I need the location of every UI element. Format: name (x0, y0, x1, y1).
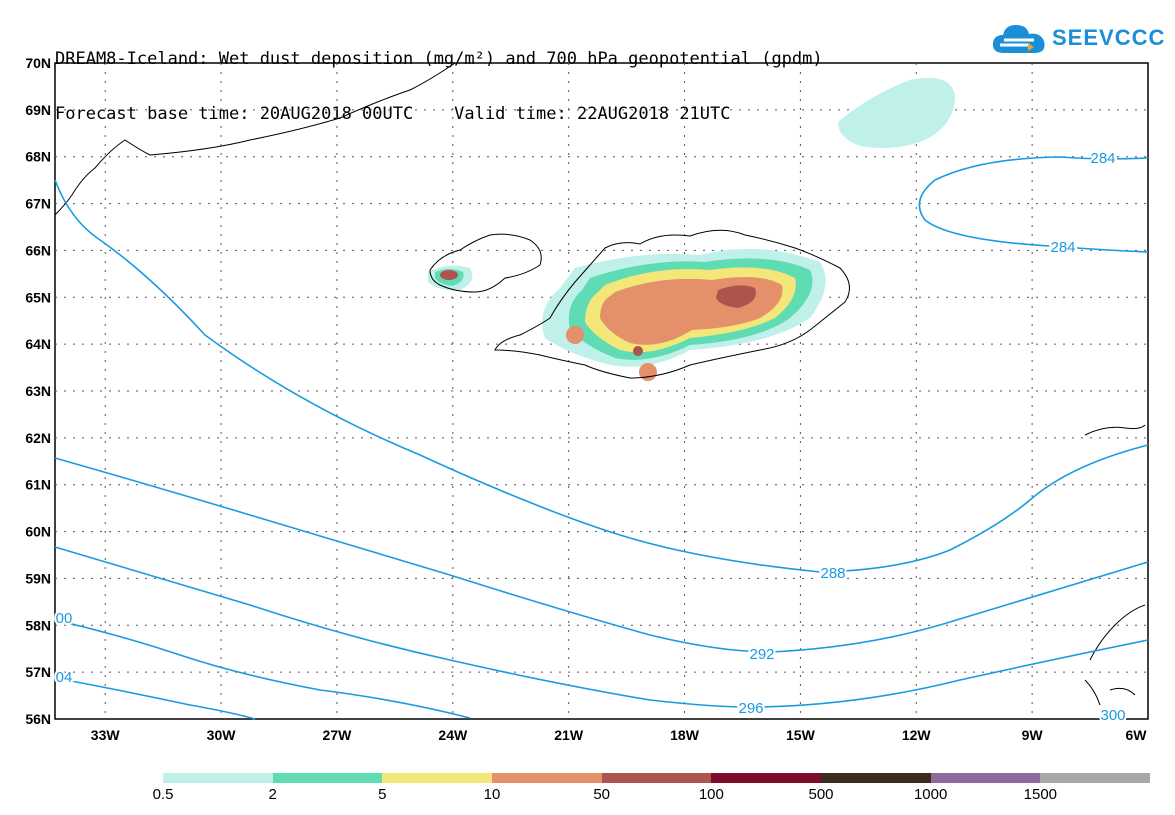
legend-swatch (711, 773, 822, 783)
lon-tick-label: 15W (786, 727, 816, 743)
contour-288 (54, 457, 1149, 653)
legend-swatch (821, 773, 931, 783)
contour-label: 04 (56, 669, 73, 686)
logo-text: SEEVCCC (1052, 25, 1166, 50)
contour-292 (54, 546, 1149, 708)
dust-north-patch (838, 77, 955, 148)
map-plot: 70N 69N 68N 67N 66N 65N 64N 63N 62N 61N 60N 59N 58N 5… (25, 55, 1149, 743)
legend-labels: 0.5 2 5 10 50 100 500 1000 1500 (0, 786, 1175, 806)
scotland-coast (1084, 604, 1146, 706)
lat-tick-label: 60N (25, 524, 51, 540)
legend-swatch (1040, 773, 1151, 783)
contour-label: 288 (820, 565, 845, 582)
contour-296 (54, 619, 471, 719)
color-legend (163, 773, 1151, 783)
legend-label: 1000 (913, 786, 948, 803)
lon-tick-label: 12W (902, 727, 932, 743)
lon-tick-label: 27W (323, 727, 353, 743)
lat-tick-label: 63N (25, 383, 51, 399)
legend-label: 10 (483, 786, 501, 803)
legend-label: 0.5 (152, 786, 174, 803)
legend-label: 2 (268, 786, 277, 803)
lat-tick-label: 62N (25, 430, 51, 446)
cloud-icon (992, 25, 1045, 53)
legend-label: 1500 (1023, 786, 1058, 803)
lon-tick-label: 30W (207, 727, 237, 743)
dust-spot-orange (639, 363, 657, 381)
lon-tick-label: 24W (438, 727, 468, 743)
dust-deposition-field (428, 77, 955, 381)
lon-tick-label: 33W (91, 727, 121, 743)
lat-tick-label: 64N (25, 336, 51, 352)
lon-tick-label: 21W (554, 727, 584, 743)
title-line-2: Forecast base time: 20AUG2018 00UTC Vali… (55, 104, 731, 124)
faroe-coast (1084, 424, 1146, 436)
contour-300 (54, 677, 256, 720)
lat-tick-label: 61N (25, 477, 51, 493)
dust-spot (633, 346, 643, 356)
dust-west-core (440, 270, 458, 280)
geopotential-contours (54, 156, 1149, 720)
coastlines (54, 62, 1146, 706)
legend-swatch (492, 773, 602, 783)
iceland-coast (494, 229, 850, 379)
contour-label: 284 (1090, 150, 1115, 167)
lon-tick-label: 9W (1022, 727, 1044, 743)
dust-spot-green (566, 326, 584, 344)
legend-swatch (163, 773, 273, 783)
legend-label: 50 (593, 786, 610, 803)
legend-label: 100 (698, 786, 724, 803)
contour-label: 292 (749, 646, 774, 663)
contour-label: 284 (1050, 239, 1075, 256)
iceland-westfjords (429, 233, 542, 293)
lon-tick-label: 6W (1126, 727, 1148, 743)
gridlines (55, 63, 1148, 719)
contour-label: 300 (1100, 707, 1125, 724)
lat-tick-label: 57N (25, 664, 51, 680)
contour-labels: 284 284 288 292 296 300 00 04 (54, 148, 1128, 726)
lat-tick-label: 68N (25, 149, 51, 165)
lat-tick-label: 59N (25, 570, 51, 586)
legend-label: 500 (808, 786, 834, 803)
legend-swatch (272, 773, 383, 783)
legend-swatch (930, 773, 1041, 783)
longitude-labels: 33W 30W 27W 24W 21W 18W 15W 12W 9W 6W (91, 727, 1147, 743)
lat-tick-label: 67N (25, 196, 51, 212)
lat-tick-label: 65N (25, 289, 51, 305)
lon-tick-label: 18W (670, 727, 700, 743)
lat-tick-label: 70N (25, 55, 51, 71)
dust-region-darkred (716, 285, 756, 308)
latitude-labels: 70N 69N 68N 67N 66N 65N 64N 63N 62N 61N 60N 59N 58N 5… (25, 55, 51, 727)
contour-label: 00 (56, 610, 73, 627)
lat-tick-label: 66N (25, 242, 51, 258)
lat-tick-label: 58N (25, 617, 51, 633)
legend-swatch (382, 773, 493, 783)
contour-left-upper (54, 179, 1149, 573)
lat-tick-label: 69N (25, 102, 51, 118)
contour-284-east (918, 156, 1149, 253)
lat-tick-label: 56N (25, 711, 51, 727)
seevccc-logo: SEEVCCC (990, 18, 1165, 58)
legend-label: 5 (378, 786, 387, 803)
contour-label: 296 (738, 700, 763, 717)
legend-swatch (601, 773, 712, 783)
greenland-coast (54, 62, 456, 216)
